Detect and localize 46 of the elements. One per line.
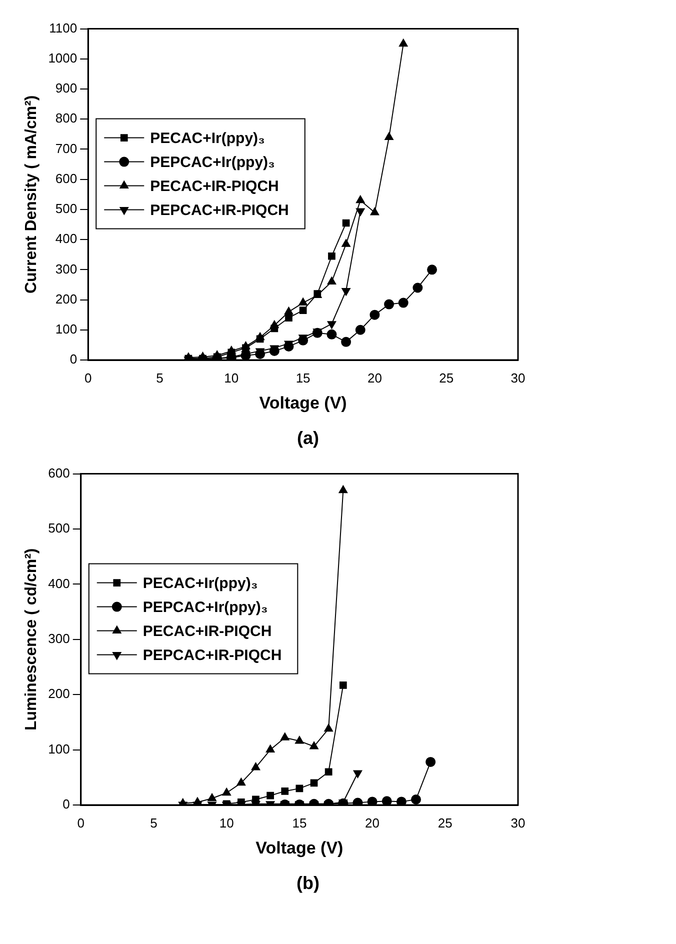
y-tick-label: 500	[55, 201, 78, 216]
text: (a)	[296, 428, 320, 449]
x-tick-label: 30	[510, 815, 526, 830]
x-tick-label: 20	[367, 370, 382, 386]
x-tick-label: 5	[150, 815, 158, 830]
legend-label: PECAC+Ir(ppy)₃	[150, 130, 266, 147]
y-tick-label: 600	[48, 465, 70, 480]
y-tick-label: 700	[55, 140, 78, 156]
y-tick-label: 1000	[48, 50, 78, 66]
x-tick-label: 30	[510, 370, 526, 386]
x-tick-label: 5	[156, 370, 164, 386]
y-tick-label: 800	[55, 110, 78, 126]
x-tick-label: 10	[219, 815, 234, 830]
y-tick-label: 0	[62, 796, 70, 812]
y-tick-label: 200	[55, 291, 78, 306]
legend-label: PECAC+Ir(ppy)₃	[142, 574, 258, 592]
legend-label: PEPCAC+IR-PIQCH	[142, 646, 282, 664]
y-tick-label: 300	[55, 261, 78, 276]
y-tick-label: 600	[55, 170, 78, 186]
x-tick-label: 25	[438, 815, 452, 830]
y-tick-label: 100	[55, 321, 78, 336]
y-tick-label: 500	[48, 520, 70, 536]
y-tick-label: 0	[70, 352, 78, 367]
text: (b)	[296, 873, 320, 894]
x-tick-label: 0	[84, 370, 92, 386]
x-tick-label: 10	[224, 370, 239, 386]
y-tick-label: 400	[48, 576, 70, 591]
legend-label: PECAC+IR-PIQCH	[142, 622, 272, 640]
legend-label: PEPCAC+Ir(ppy)₃	[150, 154, 276, 171]
legend-label: PEPCAC+IR-PIQCH	[150, 202, 289, 219]
y-tick-label: 1100	[49, 20, 78, 36]
x-tick-label: 20	[365, 815, 380, 830]
y-axis-title: Luminescence ( cd/cm²)	[23, 548, 40, 731]
x-axis-title: Voltage (V)	[256, 838, 344, 858]
y-tick-label: 900	[55, 80, 78, 96]
y-axis-title: Current Density ( mA/cm²)	[23, 95, 40, 294]
legend-label: PEPCAC+Ir(ppy)₃	[142, 598, 268, 616]
y-tick-label: 100	[48, 741, 70, 756]
x-tick-label: 15	[292, 815, 307, 830]
legend-label: PECAC+IR-PIQCH	[150, 178, 279, 195]
y-tick-label: 200	[48, 686, 70, 702]
y-tick-label: 300	[48, 630, 70, 646]
y-tick-label: 400	[55, 231, 78, 246]
x-tick-label: 15	[296, 370, 310, 386]
x-axis-title: Voltage (V)	[259, 393, 347, 412]
x-tick-label: 25	[439, 370, 454, 386]
